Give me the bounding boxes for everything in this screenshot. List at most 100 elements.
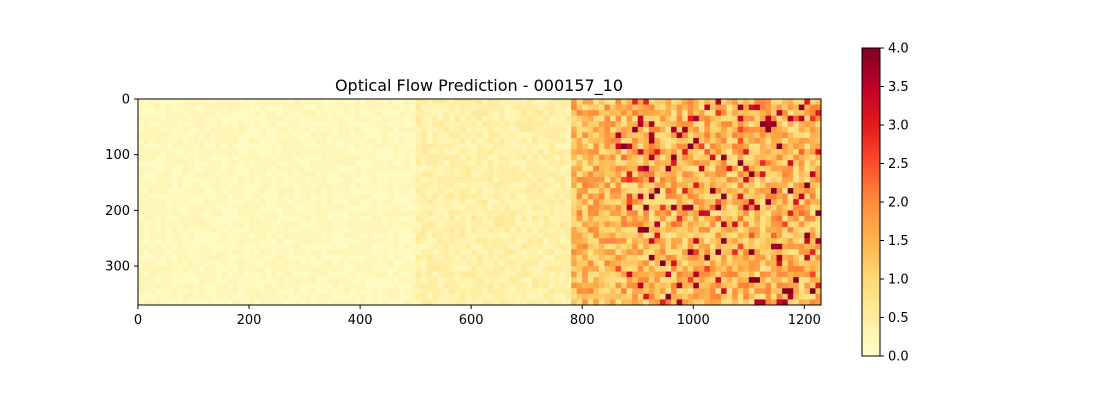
heatmap-cell (482, 121, 489, 128)
heatmap-cell (543, 288, 550, 295)
heatmap-cell (410, 293, 417, 300)
heatmap-cell (421, 254, 428, 261)
heatmap-cell (532, 132, 539, 139)
heatmap-cell (704, 193, 711, 200)
heatmap-cell (343, 282, 350, 289)
heatmap-cell (504, 154, 511, 161)
heatmap-cell (182, 126, 189, 133)
heatmap-cell (671, 171, 678, 178)
heatmap-cell (815, 266, 821, 272)
heatmap-cell (743, 137, 750, 144)
heatmap-cell (193, 266, 200, 272)
heatmap-cell (487, 132, 494, 139)
heatmap-cell (304, 293, 311, 300)
heatmap-cell (737, 260, 744, 267)
heatmap-cell (709, 171, 716, 178)
heatmap-cell (332, 110, 339, 117)
heatmap-cell (315, 188, 322, 195)
heatmap-cell (437, 204, 444, 211)
heatmap-cell (299, 154, 305, 161)
heatmap-cell (426, 171, 433, 178)
heatmap-cell (587, 227, 594, 234)
heatmap-cell (643, 221, 650, 228)
heatmap-cell (765, 182, 772, 189)
heatmap-cell (437, 160, 444, 167)
heatmap-cell (626, 99, 633, 105)
heatmap-cell (471, 132, 478, 139)
heatmap-cell (732, 160, 739, 167)
heatmap-cell (715, 238, 722, 245)
heatmap-cell (637, 243, 644, 250)
heatmap-cell (187, 104, 194, 111)
heatmap-cell (632, 121, 639, 128)
heatmap-cell (671, 193, 678, 200)
heatmap-cell (759, 110, 766, 117)
heatmap-cell (759, 210, 766, 217)
heatmap-cell (715, 249, 722, 256)
heatmap-cell (743, 254, 750, 261)
heatmap-cell (548, 182, 555, 189)
heatmap-cell (426, 182, 433, 189)
heatmap-cell (165, 132, 172, 139)
heatmap-cell (332, 193, 339, 200)
heatmap-cell (171, 154, 178, 161)
heatmap-cell (143, 149, 150, 156)
heatmap-cell (565, 210, 572, 217)
heatmap-cell (804, 271, 811, 278)
heatmap-cell (798, 227, 805, 234)
heatmap-cell (448, 299, 455, 305)
heatmap-cell (593, 210, 600, 217)
heatmap-cell (249, 299, 256, 305)
heatmap-cell (276, 137, 283, 144)
heatmap-cell (798, 293, 805, 300)
heatmap-cell (171, 238, 178, 245)
heatmap-cell (676, 221, 683, 228)
heatmap-cell (260, 199, 267, 206)
heatmap-cell (687, 249, 694, 256)
heatmap-cell (754, 221, 761, 228)
heatmap-cell (554, 171, 561, 178)
heatmap-cell (537, 238, 544, 245)
heatmap-cell (432, 165, 439, 172)
heatmap-cell (659, 160, 666, 167)
heatmap-cell (382, 227, 389, 234)
heatmap-cell (659, 232, 666, 239)
heatmap-cell (221, 110, 228, 117)
heatmap-cell (571, 143, 578, 150)
heatmap-cell (493, 104, 500, 111)
heatmap-cell (771, 266, 777, 272)
heatmap-cell (776, 104, 783, 111)
heatmap-cell (609, 204, 616, 211)
heatmap-cell (426, 282, 433, 289)
heatmap-cell (609, 260, 616, 267)
heatmap-cell (515, 188, 522, 195)
heatmap-cell (676, 293, 683, 300)
heatmap-cell (743, 277, 750, 284)
heatmap-cell (293, 266, 300, 272)
heatmap-cell (621, 165, 628, 172)
heatmap-cell (471, 204, 478, 211)
heatmap-cell (715, 271, 722, 278)
heatmap-cell (393, 104, 400, 111)
heatmap-cell (265, 227, 272, 234)
heatmap-cell (715, 171, 722, 178)
heatmap-cell (659, 260, 666, 267)
heatmap-cell (371, 288, 378, 295)
heatmap-cell (526, 288, 533, 295)
heatmap-cell (365, 232, 372, 239)
heatmap-cell (654, 243, 661, 250)
heatmap-cell (721, 99, 727, 105)
heatmap-cell (643, 282, 650, 289)
heatmap-cell (782, 176, 789, 183)
heatmap-cell (759, 188, 766, 195)
heatmap-cell (609, 277, 616, 284)
heatmap-cell (582, 160, 589, 167)
heatmap-cell (176, 232, 183, 239)
heatmap-cell (587, 110, 594, 117)
heatmap-cell (643, 132, 650, 139)
heatmap-cell (510, 249, 516, 256)
heatmap-cell (410, 271, 417, 278)
heatmap-cell (482, 115, 489, 122)
heatmap-cell (754, 165, 761, 172)
heatmap-cell (560, 188, 566, 195)
